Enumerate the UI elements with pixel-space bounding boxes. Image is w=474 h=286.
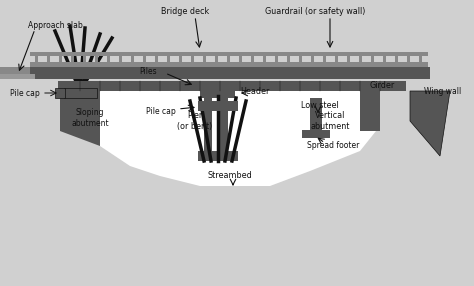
Text: Guardrail (or safety wall): Guardrail (or safety wall) — [265, 7, 365, 17]
Bar — [203, 55, 206, 67]
Bar — [371, 55, 374, 67]
Bar — [71, 55, 74, 67]
Bar — [407, 55, 410, 67]
Bar — [204, 98, 212, 151]
Bar — [302, 130, 330, 138]
Text: Sloping
abutment: Sloping abutment — [71, 108, 109, 128]
PathPatch shape — [60, 91, 100, 146]
Bar — [347, 55, 350, 67]
Bar — [58, 81, 406, 91]
Text: Wing wall: Wing wall — [424, 86, 462, 96]
Bar — [200, 90, 235, 98]
Bar — [311, 55, 314, 67]
Bar — [191, 55, 194, 67]
Bar — [275, 55, 278, 67]
Bar — [227, 55, 230, 67]
Text: Pile cap: Pile cap — [10, 88, 40, 98]
Text: Pier
(or bent): Pier (or bent) — [177, 111, 213, 131]
Bar — [263, 55, 266, 67]
PathPatch shape — [410, 91, 450, 156]
Bar — [220, 98, 228, 151]
Bar — [239, 55, 242, 67]
Bar — [0, 74, 35, 79]
Bar — [383, 55, 386, 67]
Text: Vertical
abutment: Vertical abutment — [310, 111, 350, 131]
Bar — [30, 62, 428, 67]
Bar — [215, 55, 218, 67]
Bar — [35, 55, 38, 67]
Bar — [167, 55, 170, 67]
Bar — [0, 52, 35, 67]
Bar — [360, 91, 380, 131]
Bar — [179, 55, 182, 67]
Bar — [155, 55, 158, 67]
Bar — [47, 55, 50, 67]
Bar — [335, 55, 338, 67]
Bar — [359, 55, 362, 67]
Bar — [419, 55, 422, 67]
Text: Spread footer: Spread footer — [307, 142, 359, 150]
Bar — [119, 55, 122, 67]
Bar — [30, 67, 430, 79]
Text: Girder: Girder — [370, 82, 395, 90]
Bar — [251, 55, 254, 67]
Bar — [55, 88, 65, 98]
Bar — [287, 55, 290, 67]
Text: Low steel: Low steel — [301, 102, 339, 110]
Bar — [107, 55, 110, 67]
Bar — [131, 55, 134, 67]
Bar — [30, 52, 428, 56]
Text: Bridge deck: Bridge deck — [161, 7, 209, 17]
Text: Approach slab: Approach slab — [28, 21, 83, 31]
Bar — [143, 55, 146, 67]
Bar — [83, 55, 86, 67]
Text: Streambed: Streambed — [208, 172, 252, 180]
Bar — [395, 55, 398, 67]
Bar — [64, 88, 97, 98]
Bar — [323, 55, 326, 67]
Text: Header: Header — [240, 86, 270, 96]
PathPatch shape — [100, 91, 380, 186]
Bar — [59, 55, 62, 67]
Text: Piles: Piles — [139, 67, 157, 76]
Bar — [310, 98, 322, 131]
Bar — [299, 55, 302, 67]
Bar — [95, 55, 98, 67]
Bar — [198, 151, 238, 161]
Text: Pile cap: Pile cap — [146, 106, 176, 116]
Bar — [198, 101, 238, 111]
Bar — [0, 67, 35, 79]
